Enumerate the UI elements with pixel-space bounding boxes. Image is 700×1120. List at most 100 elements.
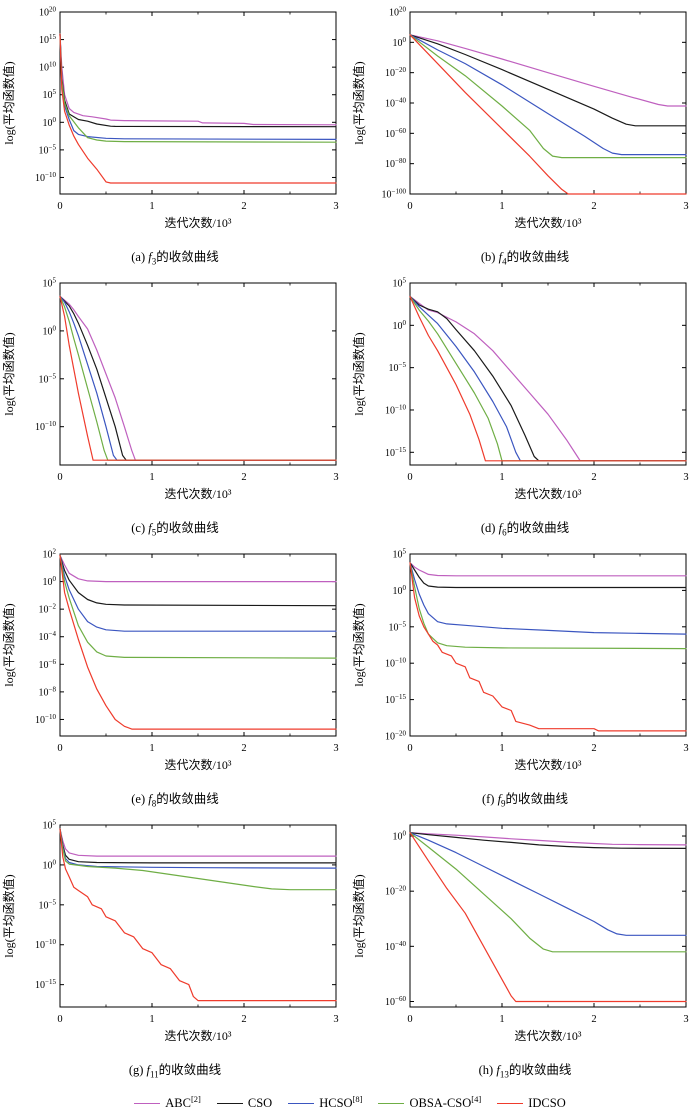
y-tick-label: 10−40 bbox=[385, 97, 406, 110]
series-line-CSO bbox=[409, 832, 687, 850]
chart-area-a: 1020 1015 1010 105 100 10−5 10−10 0 1 2 3 迭代次数/10³ l… bbox=[0, 2, 350, 247]
subplot-caption-a: (a) f3的收敛曲线 bbox=[131, 250, 219, 267]
x-tick-label: 3 bbox=[683, 1014, 688, 1025]
x-tick-label: 2 bbox=[241, 472, 246, 483]
x-tick-label: 2 bbox=[591, 743, 596, 754]
y-tick-label: 1010 bbox=[39, 61, 57, 74]
legend-item-idcso: IDCSO bbox=[497, 1094, 566, 1111]
series-line-IDCSO bbox=[59, 828, 337, 1002]
x-tick-label: 0 bbox=[407, 743, 412, 754]
y-tick-label: 100 bbox=[393, 584, 407, 597]
series-line-CSO bbox=[409, 295, 687, 462]
x-tick-label: 0 bbox=[57, 201, 62, 212]
series-line-OBSA-CSO bbox=[59, 828, 337, 891]
x-tick-label: 1 bbox=[149, 201, 154, 212]
y-axis-label: log(平均函数值) bbox=[1, 603, 16, 686]
y-axis-label: log(平均函数值) bbox=[351, 874, 366, 957]
x-tick-label: 3 bbox=[683, 201, 688, 212]
x-tick-label: 2 bbox=[591, 201, 596, 212]
x-tick-label: 0 bbox=[407, 472, 412, 483]
y-tick-label: 10−10 bbox=[35, 420, 56, 433]
x-axis-label: 迭代次数/10³ bbox=[515, 1028, 582, 1043]
x-tick-label: 1 bbox=[149, 743, 154, 754]
x-tick-label: 1 bbox=[499, 1014, 504, 1025]
chart-area-b: 1020 100 10−20 10−40 10−60 10−80 10−100 0 1 2 3 迭代次… bbox=[350, 2, 700, 247]
x-tick-label: 3 bbox=[333, 1014, 338, 1025]
chart-area-h: 100 10−20 10−40 10−60 0 1 2 3 迭代次数/10³ log(平均函数值) bbox=[350, 815, 700, 1060]
y-tick-label: 102 bbox=[43, 548, 57, 561]
chart-svg: 105 100 10−5 10−10 10−15 0 1 2 3 迭代次数/10³ log(平均函数… bbox=[351, 277, 689, 502]
x-axis-label: 迭代次数/10³ bbox=[165, 757, 232, 772]
y-tick-label: 100 bbox=[43, 116, 57, 129]
x-axis-label: 迭代次数/10³ bbox=[515, 486, 582, 501]
y-tick-label: 10−20 bbox=[385, 885, 406, 898]
x-tick-label: 3 bbox=[683, 743, 688, 754]
figure-grid: 1020 1015 1010 105 100 10−5 10−10 0 1 2 3 迭代次数/10³ l… bbox=[0, 2, 700, 1086]
series-line-CSO bbox=[59, 295, 337, 461]
series-line-IDCSO bbox=[409, 562, 687, 732]
x-axis-label: 迭代次数/10³ bbox=[165, 486, 232, 501]
y-tick-label: 100 bbox=[43, 858, 57, 871]
y-tick-label: 10−5 bbox=[39, 143, 57, 156]
chart-area-d: 105 100 10−5 10−10 10−15 0 1 2 3 迭代次数/10³ log(平均函数… bbox=[350, 273, 700, 518]
x-tick-label: 2 bbox=[241, 743, 246, 754]
subplot-h: 100 10−20 10−40 10−60 0 1 2 3 迭代次数/10³ log(平均函数值)… bbox=[350, 815, 700, 1086]
x-tick-label: 1 bbox=[499, 472, 504, 483]
subplot-g: 105 100 10−5 10−10 10−15 0 1 2 3 迭代次数/10³ log(平均函数… bbox=[0, 815, 350, 1086]
subplot-caption-d: (d) f6的收敛曲线 bbox=[480, 521, 570, 538]
legend-label-obsa-cso: OBSA-CSO[4] bbox=[409, 1094, 482, 1111]
y-tick-label: 10−5 bbox=[39, 372, 57, 385]
x-tick-label: 2 bbox=[591, 1014, 596, 1025]
legend-item-abc: ABC[2] bbox=[134, 1094, 201, 1111]
x-tick-label: 0 bbox=[57, 472, 62, 483]
subplot-caption-g: (g) f11的收敛曲线 bbox=[128, 1063, 222, 1080]
series-line-CSO bbox=[59, 554, 337, 607]
y-tick-label: 10−15 bbox=[385, 446, 406, 459]
series-line-HCSO bbox=[409, 832, 687, 936]
y-tick-label: 10−10 bbox=[35, 171, 56, 184]
series-line-ABC bbox=[409, 295, 687, 462]
chart-svg: 105 100 10−5 10−10 10−15 0 1 2 3 迭代次数/10³ log(平均函数… bbox=[1, 819, 339, 1044]
x-tick-label: 3 bbox=[683, 472, 688, 483]
series-line-ABC bbox=[409, 562, 687, 577]
y-tick-label: 105 bbox=[393, 548, 407, 561]
x-axis-label: 迭代次数/10³ bbox=[515, 215, 582, 230]
series-line-ABC bbox=[59, 554, 337, 583]
y-tick-label: 10−15 bbox=[35, 978, 56, 991]
chart-svg: 105 100 10−5 10−10 10−15 10−200 1 2 3 迭代次数/10³ log… bbox=[351, 548, 689, 773]
y-tick-label: 10−80 bbox=[385, 157, 406, 170]
y-tick-label: 10−100 bbox=[382, 188, 407, 201]
y-tick-label: 1020 bbox=[389, 6, 407, 19]
chart-svg: 102 100 10−2 10−4 10−6 10−8 10−10 0 1 2 3 迭代次数/10³ l… bbox=[1, 548, 339, 773]
y-tick-label: 1015 bbox=[39, 33, 57, 46]
series-line-OBSA-CSO bbox=[409, 295, 687, 462]
y-tick-label: 10−15 bbox=[385, 693, 406, 706]
y-tick-label: 10−10 bbox=[35, 938, 56, 951]
series-line-IDCSO bbox=[59, 295, 337, 461]
y-tick-label: 10−10 bbox=[385, 657, 406, 670]
series-line-CSO bbox=[59, 33, 337, 128]
x-tick-label: 0 bbox=[407, 1014, 412, 1025]
x-tick-label: 1 bbox=[149, 472, 154, 483]
subplot-b: 1020 100 10−20 10−40 10−60 10−80 10−100 0 1 2 3 迭代次… bbox=[350, 2, 700, 273]
y-tick-label: 10−2 bbox=[39, 603, 57, 616]
legend-item-hcso: HCSO[8] bbox=[288, 1094, 362, 1111]
series-line-HCSO bbox=[59, 554, 337, 632]
y-tick-label: 1020 bbox=[39, 6, 57, 19]
series-line-CSO bbox=[409, 562, 687, 589]
series-line-OBSA-CSO bbox=[59, 33, 337, 143]
subplot-e: 102 100 10−2 10−4 10−6 10−8 10−10 0 1 2 3 迭代次数/10³ l… bbox=[0, 544, 350, 815]
y-tick-label: 105 bbox=[43, 819, 57, 832]
y-axis-label: log(平均函数值) bbox=[351, 603, 366, 686]
series-line-ABC bbox=[59, 33, 337, 126]
legend-label-cso: CSO bbox=[247, 1096, 273, 1111]
series-line-IDCSO bbox=[409, 295, 687, 462]
x-tick-label: 3 bbox=[333, 201, 338, 212]
y-tick-label: 10−8 bbox=[39, 685, 57, 698]
y-tick-label: 100 bbox=[393, 830, 407, 843]
subplot-f: 105 100 10−5 10−10 10−15 10−20 0 1 2 3 迭代次数/10³ log… bbox=[350, 544, 700, 815]
subplot-caption-c: (c) f5的收敛曲线 bbox=[131, 521, 219, 538]
series-line-IDCSO bbox=[409, 832, 687, 1003]
y-tick-label: 100 bbox=[43, 575, 57, 588]
